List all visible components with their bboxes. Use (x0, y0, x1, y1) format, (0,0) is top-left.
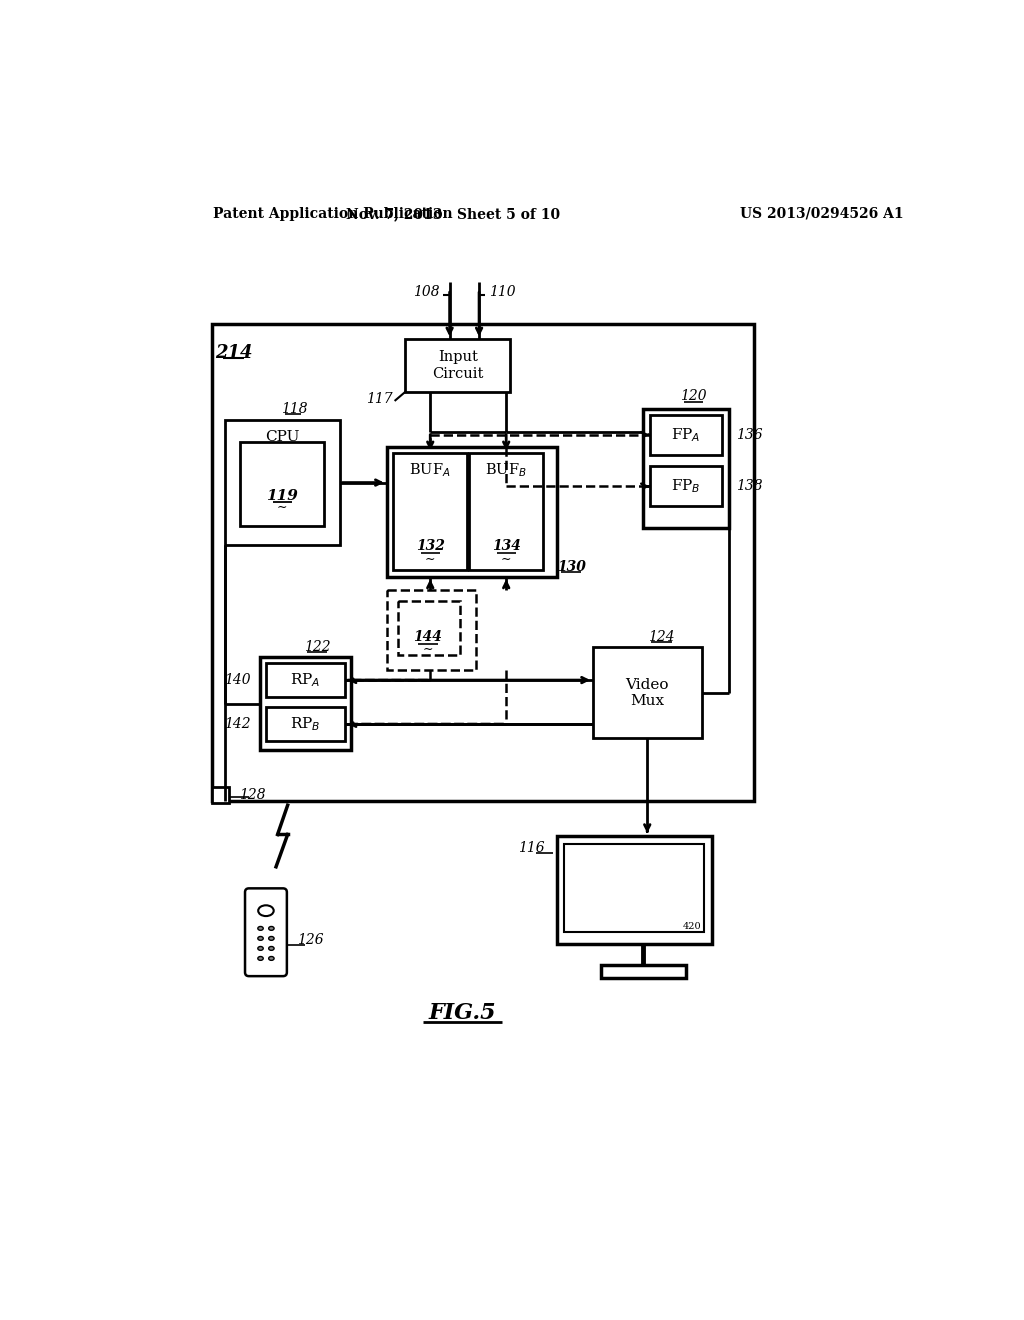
Bar (393, 453, 467, 570)
Ellipse shape (258, 946, 263, 950)
Text: 124: 124 (648, 630, 675, 644)
Text: FIG.5: FIG.5 (429, 1002, 497, 1024)
Bar (649, 414, 722, 455)
Text: 134: 134 (492, 539, 520, 553)
Text: 214: 214 (215, 345, 252, 362)
Bar (643, 409, 729, 528)
Bar (469, 453, 544, 570)
Text: 144: 144 (413, 631, 442, 644)
Ellipse shape (258, 957, 263, 961)
Text: BUF$_B$: BUF$_B$ (485, 462, 527, 479)
Text: US 2013/0294526 A1: US 2013/0294526 A1 (740, 207, 904, 220)
Ellipse shape (258, 906, 273, 916)
Bar (266, 663, 345, 697)
Text: CPU: CPU (265, 430, 299, 444)
Text: 138: 138 (736, 479, 763, 494)
Ellipse shape (258, 927, 263, 931)
Text: 110: 110 (489, 285, 516, 298)
Text: 116: 116 (518, 841, 545, 854)
Text: 420: 420 (683, 923, 701, 932)
Text: 130: 130 (557, 560, 586, 574)
Text: BUF$_A$: BUF$_A$ (410, 462, 452, 479)
Text: 119: 119 (266, 488, 298, 503)
Text: ∼: ∼ (425, 553, 435, 566)
Text: RP$_B$: RP$_B$ (290, 715, 321, 733)
Bar (260, 657, 351, 750)
Bar (398, 601, 461, 655)
Bar (601, 965, 686, 978)
Text: 126: 126 (297, 933, 324, 946)
Text: 122: 122 (304, 640, 331, 653)
Ellipse shape (268, 946, 274, 950)
Bar (649, 466, 722, 507)
Bar (593, 647, 701, 738)
Bar (557, 836, 712, 944)
Text: Nov. 7, 2013   Sheet 5 of 10: Nov. 7, 2013 Sheet 5 of 10 (346, 207, 560, 220)
Text: Video
Mux: Video Mux (626, 677, 669, 708)
Bar (212, 323, 755, 801)
Text: Input
Circuit: Input Circuit (432, 350, 483, 380)
Text: 132: 132 (416, 539, 444, 553)
FancyBboxPatch shape (245, 888, 287, 977)
Bar (241, 442, 324, 527)
Ellipse shape (268, 927, 274, 931)
Text: 120: 120 (680, 389, 707, 404)
Bar (212, 788, 228, 803)
Text: RP$_A$: RP$_A$ (290, 672, 321, 689)
Text: 140: 140 (224, 673, 251, 688)
Bar (406, 339, 510, 392)
Text: FP$_B$: FP$_B$ (671, 478, 700, 495)
Bar (387, 447, 557, 577)
Ellipse shape (268, 957, 274, 961)
Ellipse shape (258, 936, 263, 940)
Text: 128: 128 (239, 788, 265, 803)
Bar (266, 706, 345, 742)
Bar (225, 420, 340, 545)
Text: ∼: ∼ (422, 643, 433, 656)
Text: ∼: ∼ (501, 553, 511, 566)
Text: 142: 142 (224, 717, 251, 731)
Text: 108: 108 (413, 285, 439, 298)
Text: 117: 117 (367, 392, 393, 405)
Ellipse shape (268, 936, 274, 940)
Text: 136: 136 (736, 428, 763, 442)
Text: ∼: ∼ (276, 500, 288, 513)
Text: FP$_A$: FP$_A$ (672, 426, 700, 444)
Bar (564, 843, 703, 932)
Text: Patent Application Publication: Patent Application Publication (213, 207, 453, 220)
Bar (387, 590, 476, 671)
Text: 118: 118 (281, 403, 307, 416)
